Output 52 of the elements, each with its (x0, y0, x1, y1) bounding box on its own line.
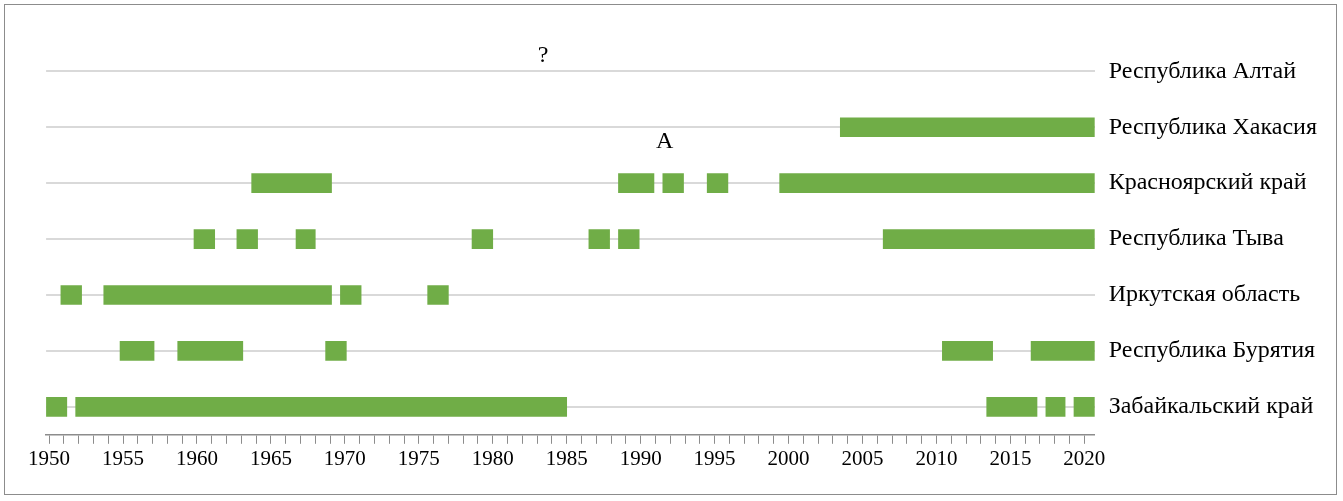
bar (1073, 397, 1095, 417)
y-tick-label: Республика Алтай (1108, 56, 1297, 83)
y-tick-label: Республика Тыва (1108, 224, 1285, 251)
bar (882, 229, 1095, 249)
bar (193, 229, 216, 249)
bar (588, 229, 610, 249)
bar (986, 397, 1038, 417)
bar (46, 397, 68, 417)
bar (662, 173, 684, 194)
bar (618, 173, 655, 194)
y-tick-label: Иркутская область (1108, 280, 1301, 307)
y-tick-label: Красноярский край (1108, 168, 1307, 195)
chart-frame: 1950 1955 1960 1965 1970 1975 1980 1985 1990 1995 2000 2005 2010 2015 2020 Республика Алтай Республика Хакасия Красноярский край Республика Тыва Иркутская область Республика Бурятия Забайкальский край ? А (4, 4, 1337, 495)
x-tick-label: 1985 (545, 445, 588, 470)
x-tick-label: 1995 (693, 445, 736, 470)
bar (1030, 341, 1095, 361)
x-tick-label: 2015 (989, 445, 1032, 470)
bar (618, 229, 640, 249)
x-tick-label: 1965 (249, 445, 292, 470)
bar (177, 341, 244, 361)
bar (706, 173, 729, 194)
bar (325, 341, 347, 361)
bar (1045, 397, 1066, 417)
x-tick-label: 2005 (841, 445, 884, 470)
bar (295, 229, 316, 249)
x-tick-label: 1970 (323, 445, 366, 470)
bar (251, 173, 332, 194)
bar (103, 285, 332, 305)
bar (340, 285, 362, 305)
bar (75, 397, 568, 417)
x-tick-label: 1960 (175, 445, 218, 470)
x-tick-label: 2000 (767, 445, 810, 470)
bar (779, 173, 1095, 194)
x-tick-label: 1990 (619, 445, 662, 470)
y-tick-label: Забайкальский край (1108, 392, 1314, 419)
annotation: А (656, 126, 675, 153)
y-tick-label: Республика Хакасия (1108, 112, 1317, 139)
bar (119, 341, 155, 361)
x-tick-label: 1950 (28, 445, 71, 470)
bar (236, 229, 258, 249)
x-tick-label: 2010 (915, 445, 958, 470)
x-tick-label: 1955 (102, 445, 144, 470)
x-tick-label: 2020 (1063, 445, 1106, 470)
bar (942, 341, 993, 361)
x-tick-label: 1980 (471, 445, 514, 470)
bar (427, 285, 449, 305)
bar (60, 285, 82, 305)
bar (471, 229, 494, 249)
annotation: ? (537, 40, 549, 67)
bar (839, 117, 1095, 138)
y-tick-label: Республика Бурятия (1108, 336, 1316, 363)
x-tick-label: 1975 (397, 445, 440, 470)
